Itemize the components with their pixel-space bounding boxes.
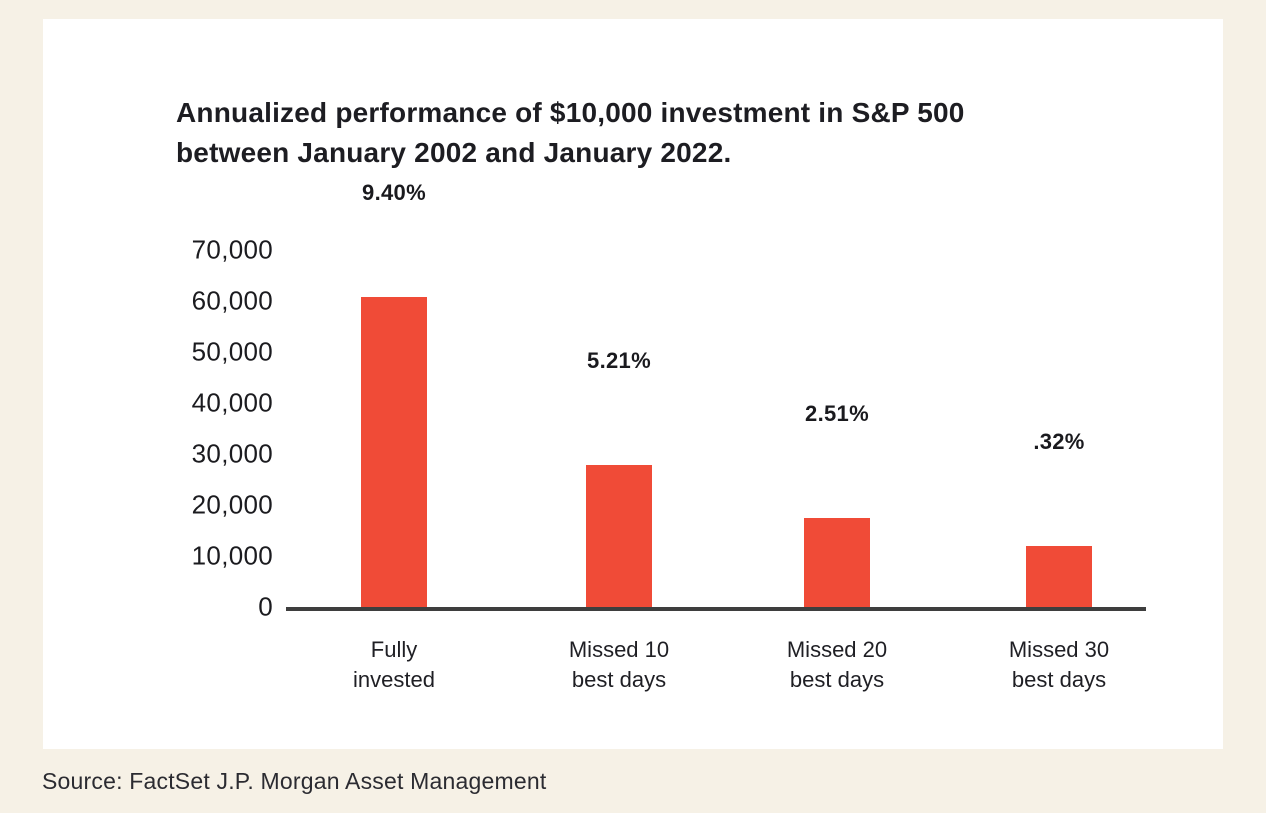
y-axis-tick-label: 60,000 [191, 285, 273, 316]
category-label: Missed 30 best days [1008, 637, 1110, 692]
y-axis-tick-label: 50,000 [191, 336, 273, 367]
bar-value-label: 5.21% [587, 348, 651, 373]
x-axis-line [286, 607, 1146, 611]
y-axis-tick-label: 40,000 [191, 387, 273, 418]
bar [361, 297, 427, 607]
y-axis-tick-label: 20,000 [191, 489, 273, 520]
bar [804, 518, 870, 607]
y-axis-tick-label: 30,000 [191, 438, 273, 469]
y-axis-tick-label: 10,000 [191, 540, 273, 571]
chart-card: Annualized performance of $10,000 invest… [43, 19, 1223, 749]
chart-title: Annualized performance of $10,000 invest… [176, 97, 965, 168]
bar-value-label: 9.40% [362, 180, 426, 205]
y-axis-tick-label: 0 [258, 591, 273, 622]
bar-value-label: .32% [1033, 429, 1085, 454]
source-attribution: Source: FactSet J.P. Morgan Asset Manage… [42, 768, 547, 794]
bar [586, 465, 652, 607]
bar-value-label: 2.51% [805, 401, 869, 426]
category-label: Missed 10 best days [568, 637, 670, 692]
y-axis-tick-label: 70,000 [191, 234, 273, 265]
category-label: Fully invested [353, 637, 435, 692]
category-label: Missed 20 best days [786, 637, 888, 692]
bar [1026, 546, 1092, 607]
